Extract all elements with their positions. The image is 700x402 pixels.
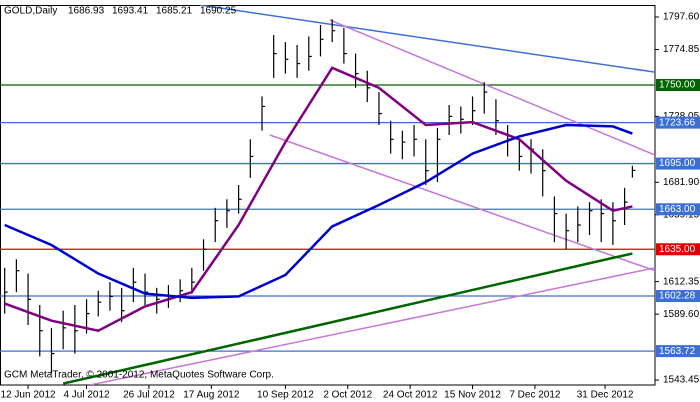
y-tick-label: 1774.85	[663, 44, 700, 55]
y-tick-label: 1797.60	[663, 12, 700, 23]
level-label-box	[656, 157, 700, 170]
level-label: 1663.00	[659, 204, 696, 215]
header-price: 1685.21	[156, 6, 193, 17]
plot-frame	[0, 5, 656, 386]
x-tick-label: 12 Jun 2012	[1, 390, 56, 401]
level-label: 1563.72	[659, 346, 696, 357]
x-tick-label: 7 Dec 2012	[509, 390, 561, 401]
level-label-box	[656, 243, 700, 256]
axes: 1797.601774.851728.051681.901659.151612.…	[1, 12, 700, 401]
trend-line	[199, 5, 655, 73]
level-label: 1750.00	[659, 80, 696, 91]
footer: GCM MetaTrader, © 2001-2012, MetaQuotes …	[4, 370, 274, 381]
plot-area	[0, 5, 655, 385]
moving-average	[4, 66, 633, 333]
moving-average	[62, 252, 633, 385]
x-tick-label: 10 Sep 2012	[257, 390, 314, 401]
x-tick-label: 26 Jul 2012	[123, 390, 175, 401]
y-tick-label: 1543.45	[663, 375, 700, 386]
symbol: GOLD,Daily	[4, 6, 57, 17]
header-price: 1690.25	[200, 6, 237, 17]
x-tick-label: 31 Dec 2012	[577, 390, 634, 401]
x-tick-label: 24 Oct 2012	[383, 390, 438, 401]
level-label-box	[656, 290, 700, 303]
header-price: 1686.93	[68, 6, 105, 17]
level-label: 1602.28	[659, 291, 696, 302]
level-label: 1695.00	[659, 158, 696, 169]
y-tick-label: 1612.35	[663, 276, 700, 287]
moving-average	[4, 123, 633, 300]
level-label-box	[656, 203, 700, 216]
trend-line	[329, 19, 655, 156]
level-label: 1723.66	[659, 117, 696, 128]
trend-line	[89, 267, 655, 385]
x-tick-label: 4 Jul 2012	[63, 390, 110, 401]
level-label-box	[656, 79, 700, 91]
y-tick-label: 1728.05	[663, 111, 700, 122]
level-label: 1635.00	[659, 244, 696, 255]
x-tick-label: 17 Aug 2012	[183, 390, 240, 401]
y-tick-label: 1589.60	[663, 309, 700, 320]
header-price: 1693.41	[112, 6, 149, 17]
level-label-box	[656, 345, 700, 358]
y-tick-label: 1681.90	[663, 177, 700, 188]
x-tick-label: 2 Oct 2012	[323, 390, 372, 401]
trend-line	[269, 134, 655, 272]
level-label-box	[656, 116, 700, 129]
x-tick-label: 15 Nov 2012	[444, 390, 501, 401]
